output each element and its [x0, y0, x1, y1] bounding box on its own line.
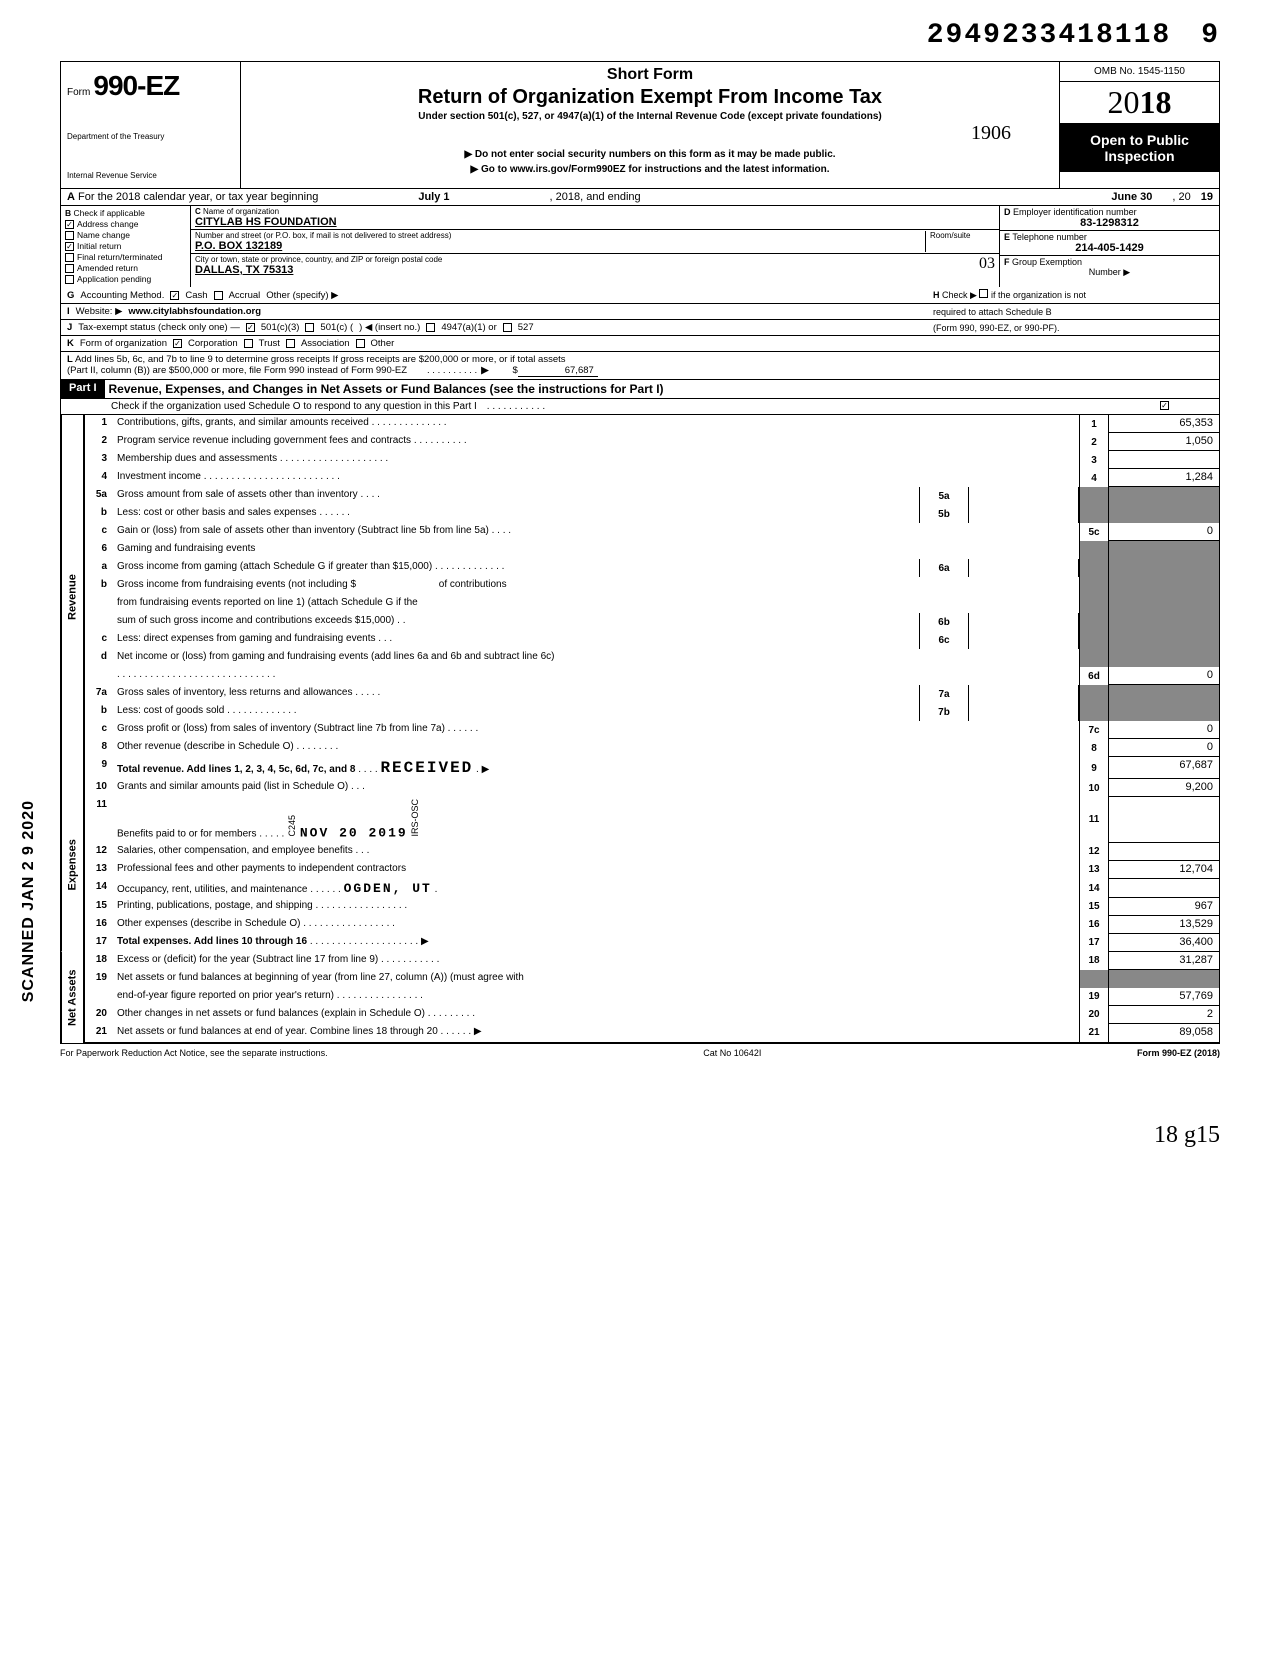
check-amended-return[interactable]	[65, 264, 74, 273]
form-title: Return of Organization Exempt From Incom…	[249, 86, 1051, 109]
date-stamp: NOV 20 2019	[300, 826, 408, 841]
form-header: Form 990-EZ Department of the Treasury I…	[60, 61, 1220, 189]
row-g: G Accounting Method. ✓Cash Accrual Other…	[60, 287, 1220, 304]
row-j: J Tax-exempt status (check only one) — ✓…	[60, 320, 1220, 336]
website-url: www.citylabhsfoundation.org	[128, 306, 261, 317]
line-21-val: 89,058	[1109, 1024, 1219, 1042]
bottom-handwriting: 18 g15	[60, 1122, 1220, 1149]
org-city: DALLAS, TX 75313	[195, 264, 979, 276]
line-5c-val: 0	[1109, 523, 1219, 541]
goto-link: ▶ Go to www.irs.gov/Form990EZ for instru…	[249, 164, 1051, 175]
netassets-label: Net Assets	[61, 952, 83, 1043]
phone: 214-405-1429	[1004, 242, 1215, 254]
check-cash[interactable]: ✓	[170, 291, 179, 300]
row-k: K Form of organization ✓Corporation Trus…	[60, 336, 1220, 352]
dept-irs: Internal Revenue Service	[67, 171, 234, 180]
form-prefix: Form	[67, 87, 90, 98]
check-501c3[interactable]: ✓	[246, 323, 255, 332]
part-1-header: Part I Revenue, Expenses, and Changes in…	[60, 380, 1220, 399]
line-18-val: 31,287	[1109, 952, 1219, 970]
gross-receipts: 67,687	[518, 365, 598, 377]
check-initial-return[interactable]: ✓	[65, 242, 74, 251]
check-4947[interactable]	[426, 323, 435, 332]
line-6d-val: 0	[1109, 667, 1219, 685]
line-19-val: 57,769	[1109, 988, 1219, 1006]
check-accrual[interactable]	[214, 291, 223, 300]
part-1-check: Check if the organization used Schedule …	[60, 399, 1220, 415]
check-trust[interactable]	[244, 339, 253, 348]
line-10-val: 9,200	[1109, 779, 1219, 797]
line-15-val: 967	[1109, 898, 1219, 916]
check-other-org[interactable]	[356, 339, 365, 348]
short-form-label: Short Form	[249, 66, 1051, 84]
ein: 83-1298312	[1004, 217, 1215, 229]
line-3-val	[1109, 451, 1219, 469]
check-name-change[interactable]	[65, 231, 74, 240]
row-i: I Website: ▶ www.citylabhsfoundation.org…	[60, 304, 1220, 320]
tax-year: 20201818	[1060, 82, 1219, 124]
hand-1906: 1906	[971, 122, 1011, 144]
scanned-stamp: SCANNED JAN 2 9 2020	[20, 800, 38, 1002]
check-corporation[interactable]: ✓	[173, 339, 182, 348]
check-501c[interactable]	[305, 323, 314, 332]
check-schedule-b[interactable]	[979, 289, 988, 298]
row-a: A For the 2018 calendar year, or tax yea…	[60, 189, 1220, 206]
part-1-table: Revenue 1Contributions, gifts, grants, a…	[60, 415, 1220, 779]
ssn-warning: ▶ Do not enter social security numbers o…	[249, 149, 1051, 160]
netassets-table: Net Assets 18Excess or (deficit) for the…	[60, 952, 1220, 1043]
org-address: P.O. BOX 132189	[195, 240, 925, 252]
hand-03: 03	[979, 255, 995, 276]
check-schedule-o[interactable]: ✓	[1160, 401, 1169, 410]
line-9-val: 67,687	[1109, 757, 1219, 779]
line-1-val: 65,353	[1109, 415, 1219, 433]
line-16-val: 13,529	[1109, 916, 1219, 934]
line-20-val: 2	[1109, 1006, 1219, 1024]
cat-no: Cat No 10642I	[703, 1048, 761, 1058]
footer: For Paperwork Reduction Act Notice, see …	[60, 1043, 1220, 1062]
line-8-val: 0	[1109, 739, 1219, 757]
line-12-val	[1109, 843, 1219, 861]
revenue-label: Revenue	[61, 415, 83, 779]
open-public: Open to Public Inspection	[1060, 124, 1219, 172]
line-14-val	[1109, 879, 1219, 898]
received-stamp: RECEIVED	[380, 759, 473, 777]
paperwork-notice: For Paperwork Reduction Act Notice, see …	[60, 1048, 328, 1058]
omb-number: OMB No. 1545-1150	[1060, 62, 1219, 82]
line-11-val	[1109, 797, 1219, 843]
form-ref: Form 990-EZ (2018)	[1137, 1048, 1220, 1058]
check-application-pending[interactable]	[65, 275, 74, 284]
check-association[interactable]	[286, 339, 295, 348]
dept-treasury: Department of the Treasury	[67, 132, 234, 141]
expenses-table: Expenses 10Grants and similar amounts pa…	[60, 779, 1220, 952]
form-number: 990-EZ	[93, 70, 179, 101]
check-address-change[interactable]: ✓	[65, 220, 74, 229]
form-subtitle: Under section 501(c), 527, or 4947(a)(1)…	[249, 111, 1051, 122]
irs-osc-stamp: IRS-OSC	[410, 799, 420, 837]
section-bcd: B Check if applicable ✓Address change Na…	[60, 206, 1220, 287]
line-13-val: 12,704	[1109, 861, 1219, 879]
ogden-stamp: OGDEN, UT	[344, 881, 432, 896]
org-name: CITYLAB HS FOUNDATION	[195, 216, 995, 228]
line-4-val: 1,284	[1109, 469, 1219, 487]
row-l: L Add lines 5b, 6c, and 7b to line 9 to …	[60, 352, 1220, 380]
check-final-return[interactable]	[65, 253, 74, 262]
check-527[interactable]	[503, 323, 512, 332]
expenses-label: Expenses	[61, 779, 83, 952]
c245-stamp: C245	[287, 815, 297, 837]
line-2-val: 1,050	[1109, 433, 1219, 451]
line-7c-val: 0	[1109, 721, 1219, 739]
dln: 29492334181189	[60, 20, 1220, 51]
line-17-val: 36,400	[1109, 934, 1219, 952]
